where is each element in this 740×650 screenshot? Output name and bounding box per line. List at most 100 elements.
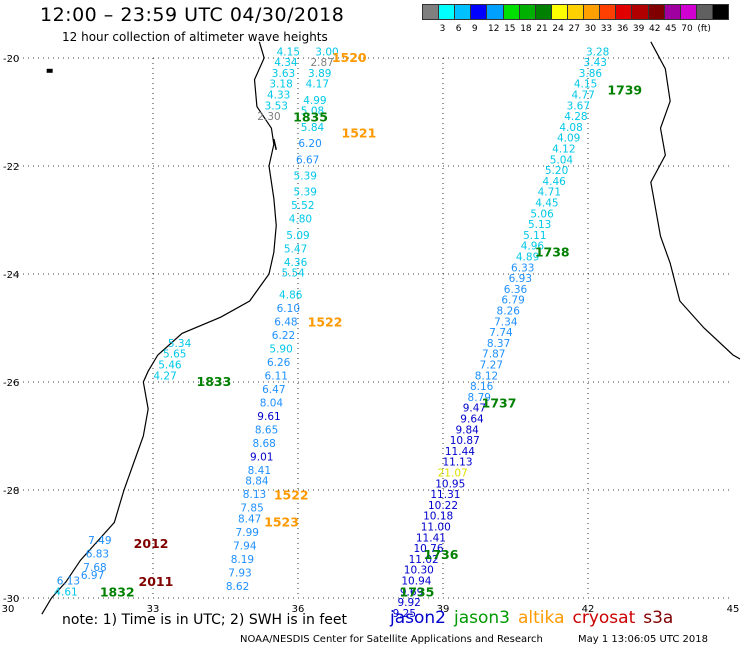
wave-height-value: 8.16 (470, 381, 494, 393)
wave-height-value: 11.44 (445, 446, 475, 458)
axis-labels: 30 33 36 39 42 45 -20 -22 -24 -26 -28 -30 (2, 54, 740, 615)
wave-height-value: 2.87 (310, 57, 333, 69)
wave-height-value: 10.76 (413, 543, 443, 555)
wave-height-value: 6.36 (504, 284, 528, 296)
pass-time-label: 1522 (308, 315, 343, 330)
wave-height-value: 4.99 (303, 95, 326, 107)
wave-height-value: 6.67 (296, 154, 319, 166)
wave-height-value: 4.17 (306, 79, 329, 91)
wave-height-value: 8.79 (468, 392, 491, 404)
legend-label: 33 (600, 24, 613, 34)
satellite-altika: altika (518, 608, 565, 628)
pass-time-label: 1737 (482, 396, 517, 411)
wave-height-value: 5.04 (550, 154, 574, 166)
wave-height-value: 9.01 (250, 451, 273, 463)
wave-height-value: 6.83 (86, 549, 109, 561)
wave-height-value: 5.46 (158, 360, 182, 372)
wave-height-value: 8.84 (245, 476, 269, 488)
wave-height-value: 4.46 (542, 176, 566, 188)
wave-height-value: 10.30 (404, 565, 434, 577)
wave-height-value: 6.48 (274, 316, 297, 328)
wave-height-value: 8.41 (248, 465, 271, 477)
legend-label: 36 (616, 24, 629, 34)
wave-height-value: 7.49 (88, 535, 111, 547)
pass-time-label: 1833 (197, 374, 232, 389)
wave-height-value: 4.96 (521, 241, 545, 253)
wave-height-value: 6.33 (511, 262, 534, 274)
satellite-legend: jason2 jason3 altika cryosat s3a (390, 608, 681, 628)
pass-time-label: 1521 (342, 126, 377, 141)
wave-height-value: 4.71 (538, 187, 561, 199)
color-scale-labels: 3 6 9 12 15 18 21 24 27 30 33 36 39 42 45 70 (ft) (430, 24, 736, 36)
pass-time-label: 1736 (424, 547, 459, 562)
coastline (41, 41, 740, 615)
legend-label: 21 (536, 24, 548, 34)
legend-label: 39 (632, 24, 645, 34)
wave-height-value: 6.47 (262, 384, 285, 396)
wave-height-value: 7.74 (489, 327, 513, 339)
wave-height-value: 3.63 (272, 68, 295, 80)
legend-label: 24 (552, 24, 564, 34)
latitude-label: -24 (3, 270, 19, 281)
wave-height-value: 9.61 (257, 411, 280, 423)
longitude-label: 33 (147, 604, 160, 615)
wave-height-value: 9.25 (393, 608, 416, 620)
legend-label: 18 (520, 24, 532, 34)
wave-height-value: 8.12 (475, 370, 498, 382)
madagascar-coastline (650, 41, 740, 360)
wave-height-value: 5.65 (163, 349, 186, 361)
wave-height-value: 8.13 (243, 489, 266, 501)
wave-height-value: 7.99 (236, 527, 259, 539)
wave-height-value: 7.93 (228, 567, 251, 579)
pass-time-label: 1523 (264, 514, 299, 529)
wave-height-value: 2.30 (257, 111, 280, 123)
legend-label: 9 (471, 24, 478, 34)
legend-label: 27 (568, 24, 580, 34)
wave-height-value: 11.00 (421, 522, 451, 534)
wave-height-value: 4.36 (284, 257, 308, 269)
island-outline (46, 68, 53, 73)
wave-height-value: 3.53 (265, 100, 288, 112)
wave-height-value: 6.97 (81, 570, 104, 582)
wave-height-tracks: 4.154.343.633.184.333.532.303.002.873.89… (54, 46, 609, 620)
pass-time-label: 2011 (139, 574, 174, 589)
satellite-jason3: jason3 (454, 608, 510, 628)
wave-height-value: 9.92 (397, 597, 420, 609)
pass-time-label: 1832 (100, 585, 135, 600)
wave-height-value: 4.34 (274, 57, 298, 69)
wave-height-value: 4.89 (516, 252, 539, 264)
pass-time-labels: 1520 1835 1521 1522 1833 1522 1523 2012 2011 1832… (100, 50, 642, 600)
latitude-label: -30 (3, 594, 19, 605)
wave-height-value: 3.28 (586, 46, 609, 58)
satellite-s3a: s3a (643, 608, 674, 628)
wave-height-value: 6.26 (267, 357, 291, 369)
legend-label: 6 (455, 24, 462, 34)
mozambique-coastline (41, 41, 277, 615)
wave-height-value: 4.33 (267, 90, 290, 102)
wave-height-value: 9.84 (455, 424, 479, 436)
wave-height-value: 11.31 (430, 489, 460, 501)
wave-height-value: 7.85 (240, 503, 263, 515)
longitude-label: 36 (292, 604, 305, 615)
wave-height-value: 7.27 (480, 360, 503, 372)
wave-height-value: 3.86 (579, 68, 603, 80)
wave-height-value: 10.87 (450, 435, 480, 447)
longitude-label: 30 (2, 604, 15, 615)
wave-height-value: 8.47 (238, 513, 261, 525)
wave-height-value: 5.39 (294, 171, 317, 183)
pass-time-label: 1735 (400, 585, 435, 600)
longitude-label: 45 (727, 604, 740, 615)
page-subtitle: 12 hour collection of altimeter wave hei… (62, 30, 328, 44)
wave-height-value: 5.13 (528, 219, 551, 231)
pass-time-label: 1739 (607, 82, 642, 97)
wave-height-value: 3.00 (315, 46, 338, 58)
wave-height-value: 5.11 (523, 230, 546, 242)
legend-label: 45 (665, 24, 677, 34)
longitude-label: 42 (582, 604, 595, 615)
wave-height-value: 8.26 (497, 306, 521, 318)
wave-height-value: 8.04 (260, 397, 284, 409)
wave-height-value: 6.10 (277, 303, 300, 315)
wave-height-value: 11.02 (409, 554, 439, 566)
latitude-label: -22 (3, 162, 19, 173)
wave-height-value: 8.65 (255, 424, 278, 436)
